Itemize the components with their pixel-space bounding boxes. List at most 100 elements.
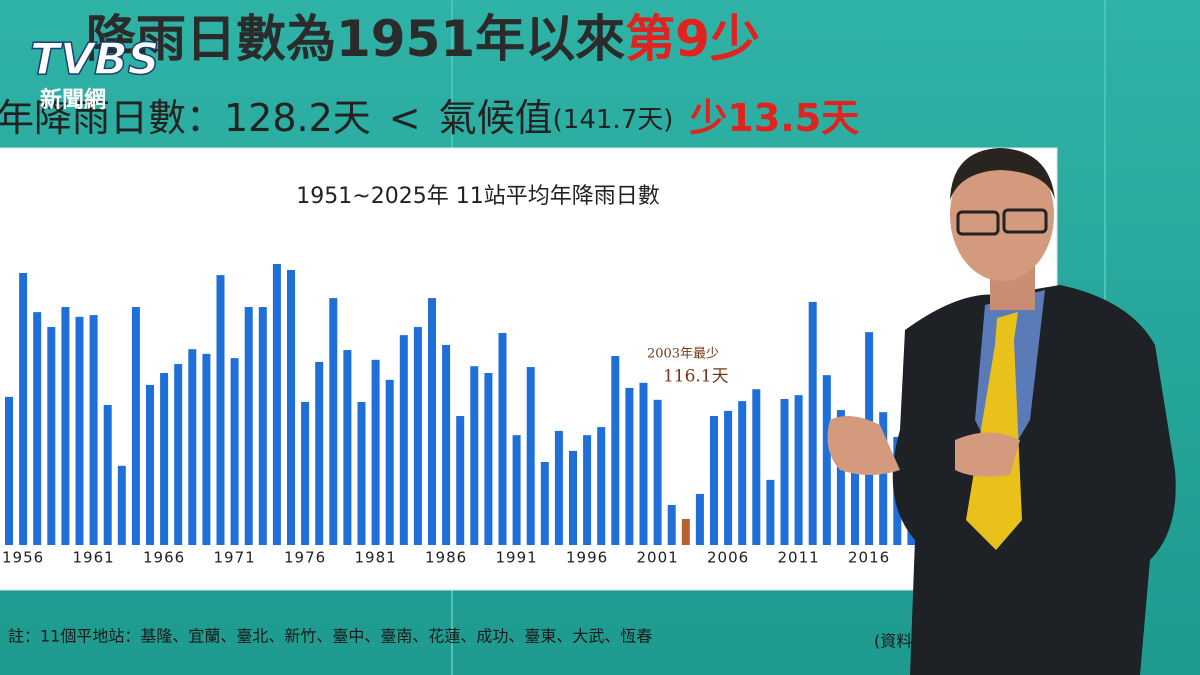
x-tick-label: 1996 xyxy=(566,549,608,567)
bar xyxy=(456,416,465,545)
bar xyxy=(879,412,888,545)
bar xyxy=(216,275,225,545)
bar xyxy=(371,359,380,545)
bar xyxy=(188,349,197,545)
x-tick-label: 1971 xyxy=(214,549,256,567)
bar xyxy=(484,373,493,545)
bar xyxy=(851,470,859,545)
bar xyxy=(752,389,761,545)
chart-title: 1951~2025年 11站平均年降雨日數 xyxy=(296,184,659,209)
bar xyxy=(258,307,267,545)
bar xyxy=(131,307,140,545)
bar xyxy=(822,375,831,545)
subhead-compare: < xyxy=(389,96,421,140)
presenter-hand xyxy=(827,416,900,475)
bar xyxy=(639,382,648,545)
bar xyxy=(61,307,70,545)
bar xyxy=(780,398,789,545)
bar xyxy=(667,504,676,545)
source: (資料 xyxy=(874,632,912,651)
bar xyxy=(470,366,479,545)
subhead: 年降雨日數：128.2天 < 氣候值(141.7天) 少13.5天 xyxy=(0,96,859,140)
bar xyxy=(47,327,56,545)
bar xyxy=(146,384,154,545)
headline: 降雨日數為1951年以來第9少 xyxy=(86,10,760,68)
subhead-climate: 氣候值 xyxy=(439,96,553,140)
bar xyxy=(202,353,211,545)
bar xyxy=(526,367,535,545)
x-tick-label: 2011 xyxy=(778,549,820,567)
bar xyxy=(301,401,310,545)
bar xyxy=(174,364,183,545)
logo-sub: 新聞網 xyxy=(40,87,106,113)
bar xyxy=(5,396,13,545)
bar xyxy=(103,404,112,545)
bar xyxy=(315,361,324,545)
bar xyxy=(695,493,704,545)
bar xyxy=(569,450,577,545)
bar xyxy=(329,298,338,545)
x-tick-label: 1981 xyxy=(355,549,397,567)
bar xyxy=(385,379,394,545)
bar xyxy=(244,307,253,545)
subhead-climate-value: (141.7天) xyxy=(553,105,674,135)
subhead-diff: 少13.5天 xyxy=(689,96,859,140)
bar xyxy=(357,401,366,545)
bar xyxy=(498,332,507,545)
footnote: 註：11個平地站：基隆、宜蘭、臺北、新竹、臺中、臺南、花蓮、成功、臺東、大武、恆… xyxy=(8,627,652,646)
presenter-hand xyxy=(955,432,1020,477)
x-tick-label: 1966 xyxy=(143,549,185,567)
bar xyxy=(343,350,352,545)
presenter xyxy=(827,148,1176,675)
bar-group xyxy=(5,264,916,545)
bar xyxy=(808,301,817,545)
bar xyxy=(794,395,803,545)
bar xyxy=(230,358,239,545)
bar xyxy=(512,435,521,545)
headline-highlight: 第9少 xyxy=(625,10,760,68)
presenter-tie xyxy=(966,312,1022,550)
bar xyxy=(89,315,98,545)
headline-text: 降雨日數為1951年以來 xyxy=(86,10,625,68)
presenter-head xyxy=(950,149,1054,281)
bar xyxy=(724,410,733,545)
bar xyxy=(272,264,281,545)
annotation: 2003年最少 xyxy=(647,347,719,362)
bar xyxy=(836,410,845,545)
subhead-value: 年降雨日數：128.2天 xyxy=(0,96,371,140)
bar xyxy=(554,430,563,545)
bar xyxy=(413,327,422,545)
bar xyxy=(611,355,620,545)
presenter-hair xyxy=(950,148,1055,200)
presenter-glasses xyxy=(1002,208,1048,234)
x-tick-label: 1991 xyxy=(496,549,538,567)
bar xyxy=(117,465,126,545)
presenter-glasses xyxy=(956,210,1000,236)
logo-brand: TVBS xyxy=(30,34,159,85)
bar xyxy=(681,519,690,545)
bar xyxy=(625,387,634,545)
presenter-suit xyxy=(892,285,1176,675)
bar xyxy=(287,269,295,545)
bar xyxy=(653,399,662,545)
bar xyxy=(442,344,451,545)
x-tick-label: 1956 xyxy=(2,549,44,567)
bar xyxy=(428,298,436,545)
bar xyxy=(160,373,169,545)
bar xyxy=(399,335,408,545)
bar xyxy=(710,416,718,545)
x-tick-label: 2016 xyxy=(848,549,890,567)
bar xyxy=(583,435,592,545)
bar xyxy=(597,427,606,545)
bar xyxy=(33,312,42,545)
bar xyxy=(766,479,775,545)
label-group: 1956 1961 1966 1971 1976 1981 1986 1991 1996 2001… xyxy=(2,367,890,567)
bar xyxy=(75,316,84,545)
x-tick-label: 2001 xyxy=(637,549,679,567)
x-tick-label: 2006 xyxy=(707,549,749,567)
bar xyxy=(738,401,747,545)
x-tick-label: 1961 xyxy=(73,549,115,567)
x-tick-label: 1976 xyxy=(284,549,326,567)
